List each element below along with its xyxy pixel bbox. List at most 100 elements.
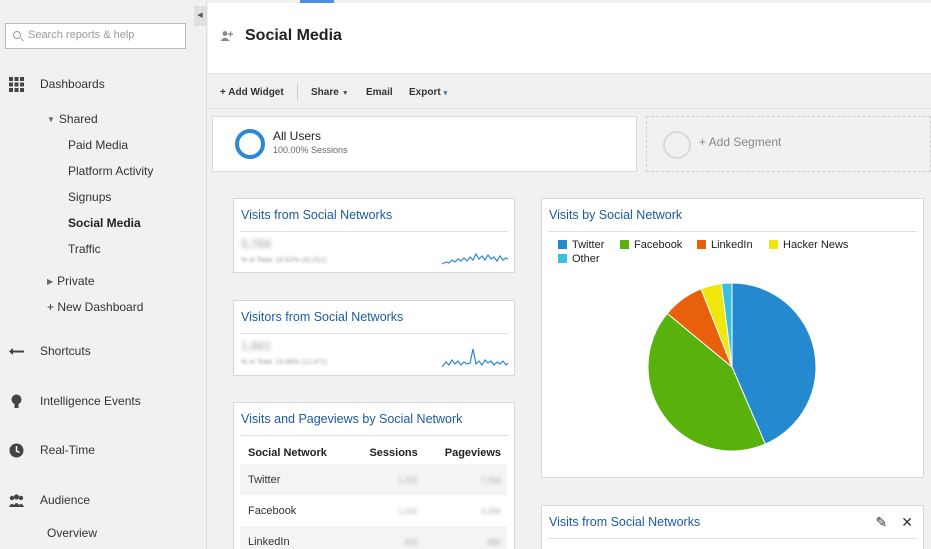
- legend-label: Twitter: [572, 239, 605, 251]
- nav-real-time[interactable]: Real-Time: [0, 439, 194, 461]
- visitors-percent: % of Total: 14.86% (12,471): [241, 359, 328, 366]
- nav-item-paid-media[interactable]: Paid Media: [68, 138, 129, 152]
- legend-label: Other: [572, 253, 600, 265]
- triangle-right-icon: ▶: [47, 277, 54, 286]
- legend-label: Hacker News: [783, 239, 849, 251]
- pie-slice-other[interactable]: [720, 282, 733, 368]
- pie-chart: [647, 282, 817, 452]
- visitors-value: 1,861: [241, 339, 272, 353]
- legend-item[interactable]: LinkedIn: [697, 239, 753, 251]
- table-row[interactable]: Twitter 1,282 7,364: [240, 464, 507, 495]
- clock-icon: [9, 443, 24, 458]
- toolbar-divider: [297, 83, 298, 101]
- visits-percent: % of Total: 18.62% (31,011): [241, 257, 327, 264]
- search-box[interactable]: [5, 23, 186, 49]
- share-button[interactable]: Share ▼: [311, 87, 349, 98]
- divider: [548, 231, 917, 232]
- nav-private[interactable]: ▶ Private: [47, 274, 95, 292]
- person-add-icon[interactable]: [220, 29, 234, 43]
- col-header-pageviews: Pageviews: [444, 447, 501, 459]
- email-button[interactable]: Email: [366, 87, 393, 98]
- segment-name: All Users: [273, 129, 322, 143]
- widget-visitors-title[interactable]: Visitors from Social Networks: [241, 310, 404, 324]
- grid-icon: [9, 77, 24, 92]
- search-icon: [13, 31, 21, 39]
- cell-pageviews: 4,284: [480, 506, 501, 516]
- nav-intelligence-events[interactable]: Intelligence Events: [0, 390, 194, 412]
- nav-audience[interactable]: Audience: [0, 489, 194, 511]
- nav-overview[interactable]: Overview: [47, 526, 98, 540]
- col-header-network: Social Network: [248, 447, 327, 459]
- table-row[interactable]: LinkedIn 303 880: [240, 526, 507, 549]
- cell-sessions: 1,282: [397, 475, 418, 485]
- pencil-icon[interactable]: ✎: [875, 514, 888, 530]
- nav-shared-label: Shared: [58, 112, 98, 126]
- divider: [240, 333, 508, 334]
- cell-sessions: 303: [404, 537, 418, 547]
- cell-pageviews: 7,364: [480, 475, 501, 485]
- segment-sessions: 100.00% Sessions: [273, 145, 348, 155]
- add-segment-button[interactable]: + Add Segment: [646, 116, 931, 172]
- nav-item-traffic[interactable]: Traffic: [68, 242, 101, 256]
- visitors-sparkline: [442, 348, 508, 368]
- legend-swatch: [558, 254, 567, 263]
- close-icon[interactable]: ✕: [901, 514, 913, 530]
- col-header-sessions: Sessions: [369, 447, 418, 459]
- legend-item[interactable]: Facebook: [620, 239, 682, 251]
- widget-bottom-title[interactable]: Visits from Social Networks: [549, 515, 701, 529]
- chevron-down-icon: ▼: [341, 90, 349, 97]
- nav-item-signups[interactable]: Signups: [68, 190, 112, 204]
- share-label: Share: [311, 87, 339, 98]
- nav-intelligence-label: Intelligence Events: [40, 394, 141, 408]
- dashboard-toolbar: + Add Widget Share ▼ Email Export ▾: [208, 75, 931, 109]
- cell-network: Twitter: [240, 464, 350, 495]
- people-icon: [9, 494, 24, 507]
- active-tab-indicator: [300, 0, 334, 3]
- widget-visits-social-bottom: Visits from Social Networks ✎ ✕: [541, 505, 924, 549]
- legend-item[interactable]: Other: [558, 253, 600, 265]
- segment-ring-icon: [235, 129, 265, 159]
- collapse-sidebar-button[interactable]: ◀: [194, 6, 206, 26]
- nav-dashboards-label: Dashboards: [40, 77, 105, 91]
- divider: [240, 231, 508, 232]
- legend-label: Facebook: [634, 239, 683, 251]
- page-header: Social Media: [208, 3, 931, 74]
- add-segment-label: + Add Segment: [699, 135, 782, 149]
- legend-swatch: [558, 240, 567, 249]
- widget-visits-pageviews-table: Visits and Pageviews by Social Network S…: [233, 402, 515, 549]
- legend-item[interactable]: Hacker News: [769, 239, 848, 251]
- cell-network: LinkedIn: [240, 526, 350, 549]
- legend-swatch: [769, 240, 778, 249]
- table-row[interactable]: Facebook 1,042 4,284: [240, 495, 507, 526]
- visits-value: 5,768: [241, 237, 272, 251]
- export-button[interactable]: Export ▾: [409, 87, 447, 98]
- widget-pie-title[interactable]: Visits by Social Network: [549, 208, 683, 222]
- export-label: Export: [409, 87, 441, 98]
- segment-all-users[interactable]: All Users 100.00% Sessions: [212, 116, 637, 172]
- cell-pageviews: 880: [487, 537, 501, 547]
- nav-audience-label: Audience: [40, 493, 91, 507]
- nav-dashboards[interactable]: Dashboards: [0, 73, 194, 95]
- widget-table-title[interactable]: Visits and Pageviews by Social Network: [241, 412, 463, 426]
- nav-shortcuts[interactable]: Shortcuts: [0, 340, 194, 362]
- divider: [548, 538, 917, 539]
- triangle-down-icon: ▼: [47, 115, 55, 124]
- legend-item[interactable]: Twitter: [558, 239, 604, 251]
- nav-shared[interactable]: ▼ Shared: [47, 112, 98, 130]
- legend-label: LinkedIn: [711, 239, 753, 251]
- pie-slice-facebook[interactable]: [647, 312, 767, 452]
- visits-sparkline: [442, 252, 508, 265]
- nav-new-dashboard[interactable]: + New Dashboard: [47, 300, 144, 314]
- social-network-table: Social Network Sessions Pageviews Twitte…: [240, 440, 507, 549]
- pie-slice-twitter[interactable]: [731, 282, 817, 445]
- divider: [240, 435, 508, 436]
- nav-realtime-label: Real-Time: [40, 443, 95, 457]
- nav-item-platform-activity[interactable]: Platform Activity: [68, 164, 154, 178]
- add-widget-button[interactable]: + Add Widget: [220, 87, 284, 98]
- search-input[interactable]: [28, 29, 178, 41]
- widget-visits: Visits from Social Networks 5,768 % of T…: [233, 198, 515, 273]
- widget-visits-title[interactable]: Visits from Social Networks: [241, 208, 393, 222]
- widget-visits-by-network-pie: Visits by Social Network Twitter Faceboo…: [541, 198, 924, 478]
- page-title: Social Media: [245, 27, 342, 44]
- nav-item-social-media[interactable]: Social Media: [68, 216, 141, 230]
